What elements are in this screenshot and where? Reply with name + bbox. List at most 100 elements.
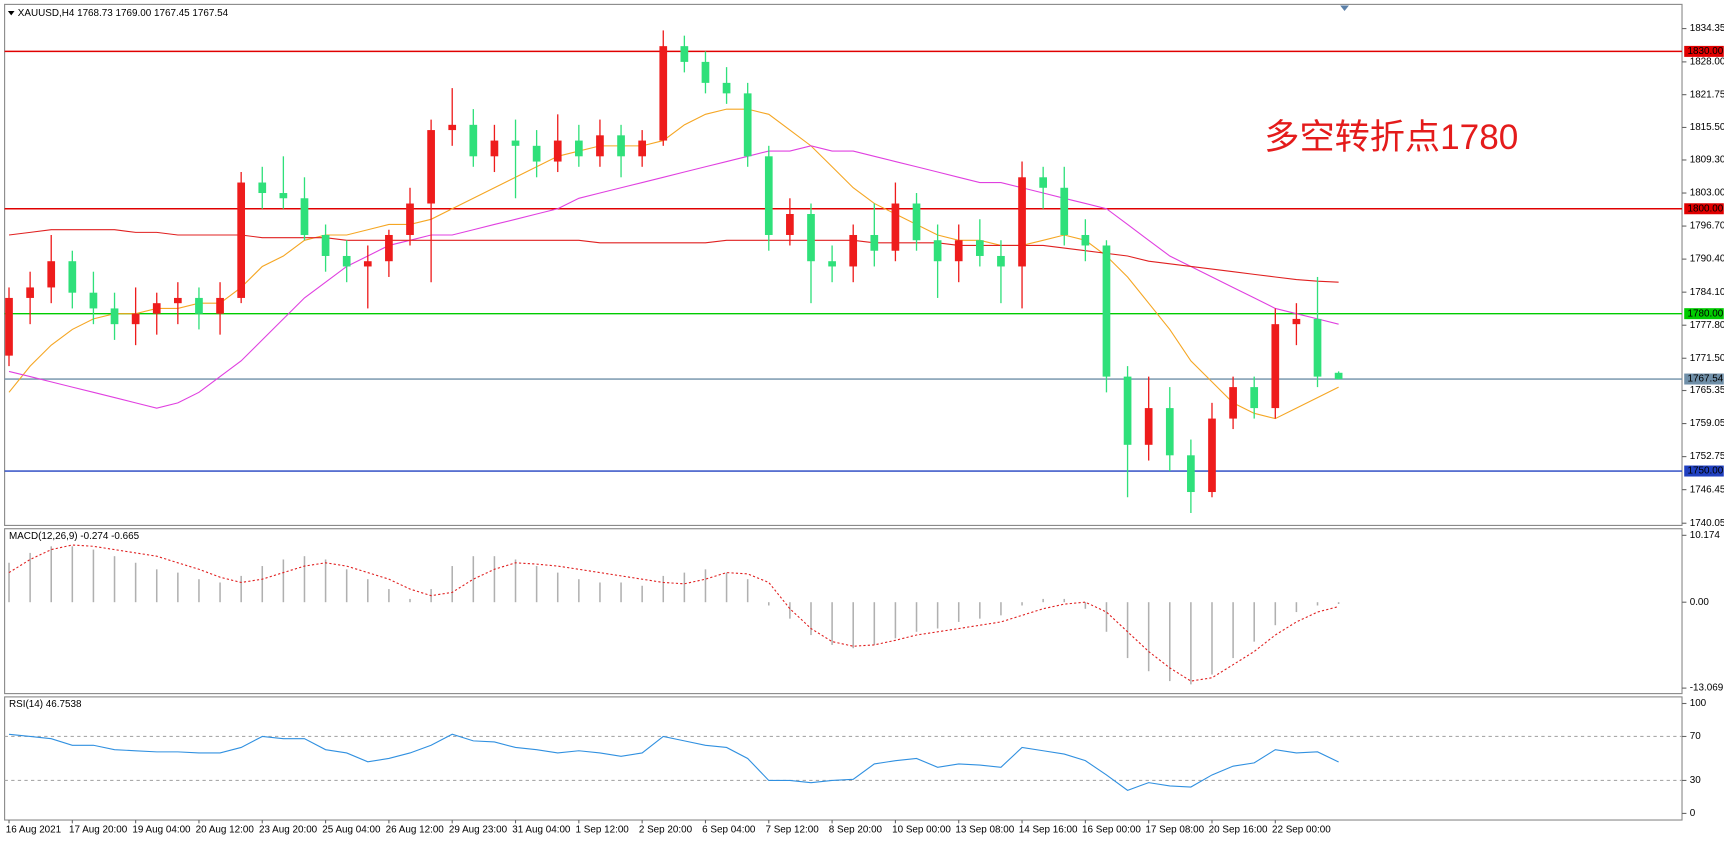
y-tick-label: 0 bbox=[1690, 808, 1696, 819]
level-label-box bbox=[1684, 203, 1724, 215]
level-label: 1780.00 bbox=[1688, 308, 1724, 319]
candle-body bbox=[1229, 387, 1237, 419]
candle-body bbox=[659, 46, 668, 141]
candle-body bbox=[1018, 177, 1026, 267]
y-tick-label: 1828.00 bbox=[1690, 56, 1724, 67]
x-tick-label: 13 Sep 08:00 bbox=[955, 825, 1014, 836]
candle-body bbox=[975, 240, 984, 256]
candle-body bbox=[490, 140, 499, 157]
y-tick-label: 1746.45 bbox=[1690, 484, 1724, 495]
candle-body bbox=[1334, 372, 1343, 380]
y-tick-label: 1796.70 bbox=[1690, 221, 1724, 232]
candle-body bbox=[596, 135, 604, 157]
candle-body bbox=[1313, 318, 1322, 377]
candle-body bbox=[300, 198, 309, 235]
candle-body bbox=[1250, 387, 1259, 409]
candle-body bbox=[152, 303, 161, 314]
candle-body bbox=[764, 156, 773, 235]
candle-body bbox=[954, 240, 963, 262]
candle-body bbox=[342, 255, 351, 267]
y-tick-label: 1834.35 bbox=[1690, 23, 1724, 34]
x-tick-label: 6 Sep 04:00 bbox=[702, 825, 756, 836]
moving-average bbox=[8, 145, 1339, 409]
rsi-title: RSI(14) 46.7538 bbox=[9, 699, 82, 710]
candle-body bbox=[385, 234, 393, 262]
candle-body bbox=[406, 203, 414, 235]
candle-body bbox=[574, 140, 583, 157]
candle-body bbox=[638, 140, 647, 157]
level-label: 1800.00 bbox=[1688, 203, 1724, 214]
candle-body bbox=[997, 255, 1005, 267]
x-tick-label: 14 Sep 16:00 bbox=[1019, 825, 1078, 836]
y-tick-label: 70 bbox=[1690, 731, 1701, 742]
shift-marker bbox=[1340, 5, 1349, 11]
candle-body bbox=[1271, 324, 1280, 409]
x-tick-label: 26 Aug 12:00 bbox=[386, 825, 445, 836]
ohlc-low: 1767.45 bbox=[154, 8, 190, 19]
y-tick-label: 1821.75 bbox=[1690, 89, 1724, 100]
candle-body bbox=[174, 297, 182, 304]
x-tick-label: 17 Sep 08:00 bbox=[1145, 825, 1204, 836]
candle-body bbox=[89, 292, 98, 309]
x-tick-label: 16 Sep 00:00 bbox=[1082, 825, 1141, 836]
menu-arrow[interactable] bbox=[7, 10, 15, 16]
level-label: 1750.00 bbox=[1688, 466, 1724, 477]
candle-body bbox=[427, 130, 435, 204]
candle-body bbox=[849, 234, 858, 267]
candle-body bbox=[933, 240, 942, 262]
x-tick-label: 22 Sep 00:00 bbox=[1272, 825, 1331, 836]
x-tick-label: 20 Aug 12:00 bbox=[196, 825, 255, 836]
x-tick-label: 31 Aug 04:00 bbox=[512, 825, 571, 836]
x-tick-label: 25 Aug 04:00 bbox=[322, 825, 381, 836]
y-tick-label: 0.00 bbox=[1690, 597, 1710, 608]
candle-body bbox=[469, 124, 478, 157]
x-tick-label: 10 Sep 00:00 bbox=[892, 825, 951, 836]
y-tick-label: 1771.50 bbox=[1690, 353, 1724, 364]
macd-pane bbox=[4, 528, 1683, 695]
candle-body bbox=[258, 182, 267, 194]
y-tick-label: 1765.35 bbox=[1690, 385, 1724, 396]
x-tick-label: 23 Aug 20:00 bbox=[259, 825, 318, 836]
candle-body bbox=[68, 261, 77, 293]
macd-signal bbox=[8, 544, 1339, 682]
x-tick-label: 7 Sep 12:00 bbox=[765, 825, 819, 836]
price-pane bbox=[4, 3, 1683, 526]
candle-body bbox=[237, 182, 246, 298]
x-tick-label: 20 Sep 16:00 bbox=[1209, 825, 1268, 836]
candle-body bbox=[47, 261, 56, 288]
y-tick-label: 1815.50 bbox=[1690, 122, 1724, 133]
y-tick-label: 1759.05 bbox=[1690, 418, 1724, 429]
y-tick-label: 1784.10 bbox=[1690, 287, 1724, 298]
candle-body bbox=[1165, 408, 1174, 456]
rsi-pane bbox=[4, 696, 1683, 821]
ohlc-high: 1769.00 bbox=[116, 8, 152, 19]
moving-average bbox=[8, 229, 1339, 283]
candle-body bbox=[532, 145, 541, 162]
candle-body bbox=[1060, 187, 1069, 235]
candle-body bbox=[1292, 318, 1301, 325]
candle-body bbox=[722, 82, 731, 94]
macd-title: MACD(12,26,9) -0.274 -0.665 bbox=[9, 531, 140, 542]
level-label: 1830.00 bbox=[1688, 46, 1724, 57]
moving-average bbox=[8, 108, 1339, 420]
candle-body bbox=[891, 203, 900, 251]
level-label-box bbox=[1684, 373, 1724, 385]
candle-body bbox=[26, 287, 34, 298]
candle-body bbox=[617, 135, 625, 157]
candle-body bbox=[743, 93, 752, 157]
y-tick-label: 100 bbox=[1690, 698, 1707, 709]
candle-body bbox=[1102, 245, 1111, 377]
candle-body bbox=[321, 234, 330, 256]
candle-body bbox=[701, 61, 710, 83]
candle-body bbox=[511, 140, 520, 146]
y-tick-label: 1790.40 bbox=[1690, 254, 1724, 265]
candle-body bbox=[195, 297, 203, 314]
x-tick-label: 29 Aug 23:00 bbox=[449, 825, 508, 836]
annotation: 多空转折点1780 bbox=[1264, 118, 1518, 157]
x-tick-label: 17 Aug 20:00 bbox=[69, 825, 128, 836]
chart-header: XAUUSD,H4 1768.73 1769.00 1767.45 1767.5… bbox=[18, 8, 229, 19]
candle-body bbox=[1123, 376, 1132, 445]
level-label-box bbox=[1684, 465, 1724, 477]
